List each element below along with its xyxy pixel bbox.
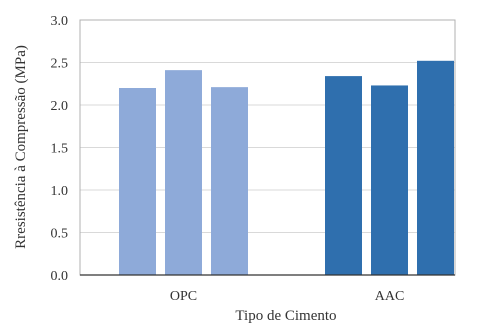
y-tick-label: 3.0 bbox=[51, 14, 69, 29]
x-axis-label: Tipo de Cimento bbox=[235, 308, 336, 323]
y-tick-label: 0.5 bbox=[51, 227, 69, 242]
x-tick-label-opc: OPC bbox=[170, 289, 197, 304]
y-axis-label: Rresistência à Compressão (MPa) bbox=[13, 45, 29, 249]
x-tick-labels: OPC AAC bbox=[170, 289, 404, 304]
y-tick-label: 2.0 bbox=[51, 99, 69, 114]
y-tick-labels: 0.0 0.5 1.0 1.5 2.0 2.5 3.0 bbox=[51, 14, 69, 284]
x-tick-label-aac: AAC bbox=[375, 289, 405, 304]
y-tick-label: 2.5 bbox=[51, 57, 69, 72]
bar-opc-1 bbox=[119, 88, 156, 275]
y-tick-label: 1.5 bbox=[51, 142, 69, 157]
bar-opc-2 bbox=[165, 70, 202, 276]
bars bbox=[119, 60, 454, 276]
bar-opc-3 bbox=[211, 87, 248, 276]
y-tick-label: 0.0 bbox=[51, 269, 69, 284]
bar-aac-3 bbox=[417, 60, 454, 275]
y-tick-label: 1.0 bbox=[51, 184, 69, 199]
bar-aac-2 bbox=[371, 85, 408, 275]
bar-aac-1 bbox=[325, 76, 362, 275]
